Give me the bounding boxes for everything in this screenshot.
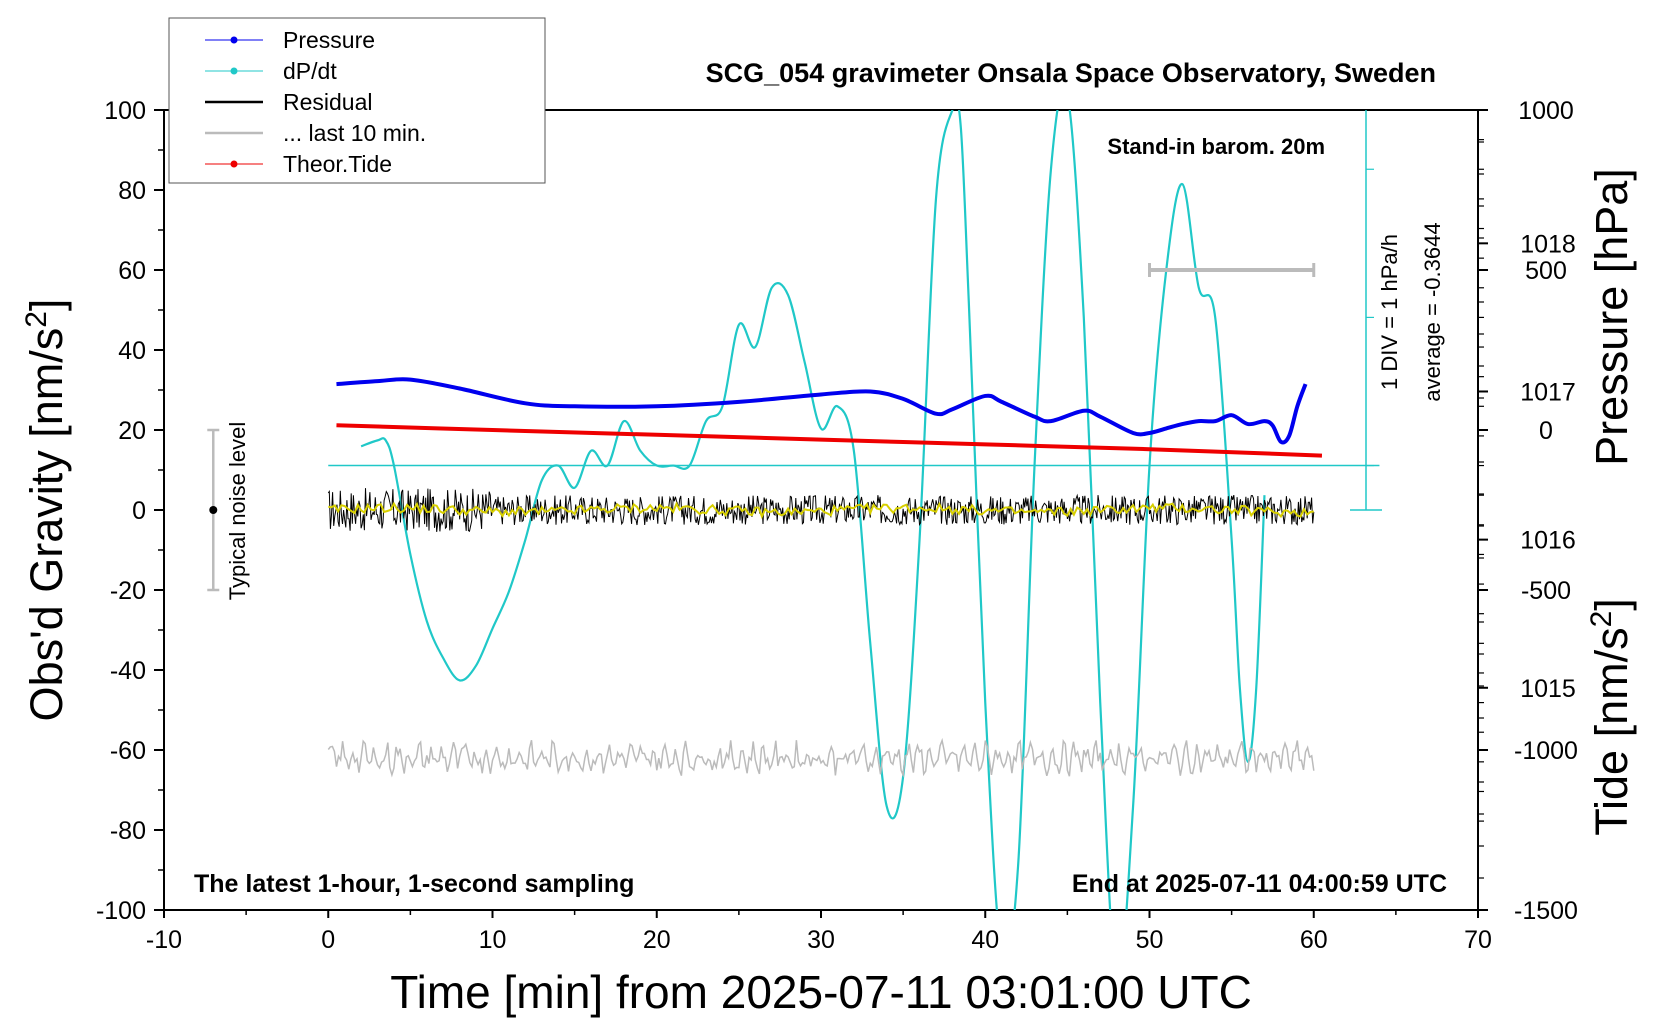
tide-tick-label: 1000	[1518, 97, 1574, 125]
y-tick-label: 60	[118, 257, 146, 285]
tide-tick-label: -1000	[1514, 737, 1578, 765]
pressure-tick-label: 1016	[1520, 527, 1576, 555]
y-axis-label: Obs'd Gravity [nm/s2]	[20, 299, 72, 722]
x-axis-label: Time [min] from 2025-07-11 03:01:00 UTC	[390, 966, 1252, 1018]
pressure-line	[336, 377, 1308, 445]
barometer-note: Stand-in barom. 20m	[1107, 134, 1325, 159]
x-tick-label: 0	[321, 926, 335, 954]
legend-label: Pressure	[283, 27, 375, 53]
pressure-axis-label: Pressure [hPa]	[1586, 168, 1637, 466]
sampling-note: The latest 1-hour, 1-second sampling	[194, 870, 634, 898]
legend: Pressure dP/dt Residual ... last 10 min. The…	[168, 17, 546, 184]
y-tick-label: 40	[118, 337, 146, 365]
legend-marker	[230, 67, 238, 75]
dpdt-line	[360, 110, 1266, 910]
x-tick-label: 10	[479, 926, 507, 954]
legend-label: dP/dt	[283, 58, 337, 84]
y-tick-label: 0	[132, 497, 146, 525]
x-tick-label: 70	[1464, 926, 1492, 954]
x-tick-label: 40	[971, 926, 999, 954]
y-tick-label: -40	[110, 657, 146, 685]
pressure-tick-label: 1015	[1520, 675, 1576, 703]
y-tick-label: -80	[110, 817, 146, 845]
y-tick-label: -100	[96, 897, 146, 925]
y-axis-left: -100 -80 -60 -40 -20 0 20 40 60 80 100	[96, 97, 164, 925]
theoretical-tide-line	[336, 423, 1323, 458]
pressure-tick-label: 1018	[1520, 230, 1576, 258]
dpdt-div-note: 1 DIV = 1 hPa/h	[1377, 234, 1402, 390]
dpdt-average-note: average = -0.3644	[1420, 222, 1445, 401]
tide-tick-label: -500	[1521, 577, 1571, 605]
legend-label: Theor.Tide	[283, 151, 392, 177]
x-tick-label: 30	[807, 926, 835, 954]
y-axis-pressure: 1015 1016 1017 1018	[1478, 139, 1576, 822]
x-tick-label: 60	[1300, 926, 1328, 954]
y-tick-label: -60	[110, 737, 146, 765]
x-tick-label: 50	[1136, 926, 1164, 954]
x-tick-label: 20	[643, 926, 671, 954]
y-tick-label: 20	[118, 417, 146, 445]
y-tick-label: 80	[118, 177, 146, 205]
noise-level-label: Typical noise level	[225, 422, 250, 601]
x-tick-label: -10	[146, 926, 182, 954]
noise-level-dot	[209, 506, 218, 514]
legend-label: ... last 10 min.	[283, 120, 426, 146]
y-tick-label: -20	[110, 577, 146, 605]
y-axis-tide: -1500 -1000 -500 0 500 1000	[1478, 97, 1578, 925]
smoothed-residual-line	[328, 501, 1314, 520]
chart-title: SCG_054 gravimeter Onsala Space Observat…	[706, 58, 1436, 88]
end-time-note: End at 2025-07-11 04:00:59 UTC	[1072, 870, 1447, 898]
tide-axis-label: Tide [nm/s2]	[1585, 598, 1637, 836]
x-axis: -10 0 10 20 30 40 50 60 70	[146, 910, 1492, 954]
tide-residual-line	[327, 737, 1315, 778]
legend-marker	[230, 36, 238, 44]
tide-tick-label: 500	[1525, 257, 1567, 285]
tide-tick-label: 0	[1539, 417, 1553, 445]
legend-marker	[230, 160, 238, 168]
y-tick-label: 100	[104, 97, 146, 125]
pressure-tick-label: 1017	[1520, 378, 1576, 406]
tide-tick-label: -1500	[1514, 897, 1578, 925]
legend-label: Residual	[283, 89, 373, 115]
